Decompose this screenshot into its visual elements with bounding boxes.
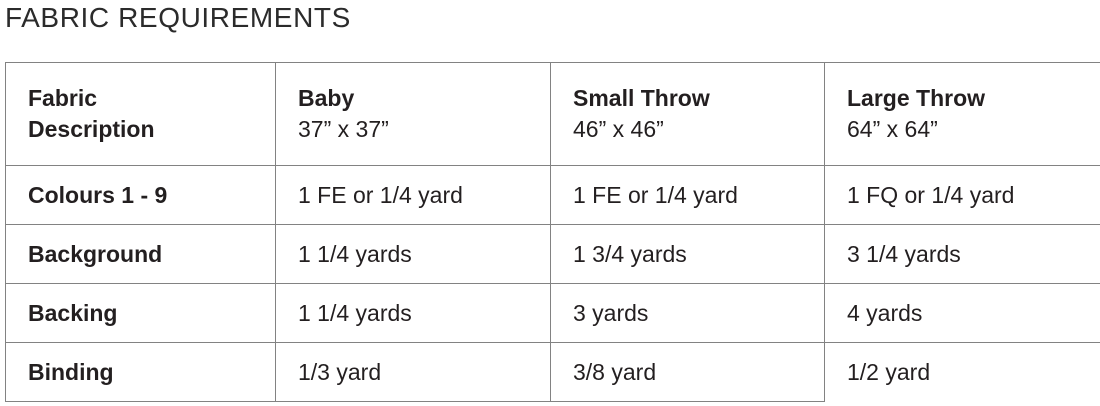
row-label: Colours 1 - 9 xyxy=(5,165,276,225)
header-title: Fabric xyxy=(28,85,98,111)
header-size: 37” x 37” xyxy=(298,116,389,142)
header-large-throw: Large Throw 64” x 64” xyxy=(824,62,1100,166)
row-label: Binding xyxy=(5,342,276,402)
page-title: FABRIC REQUIREMENTS xyxy=(5,2,351,33)
header-subtitle: Description xyxy=(28,116,155,142)
header-fabric-description: Fabric Description xyxy=(5,62,276,166)
table-cell: 1/2 yard xyxy=(824,342,1100,402)
row-label: Backing xyxy=(5,283,276,343)
table-cell: 3 yards xyxy=(550,283,825,343)
table-cell: 1 1/4 yards xyxy=(275,224,551,284)
row-label: Background xyxy=(5,224,276,284)
header-baby: Baby 37” x 37” xyxy=(275,62,551,166)
table-cell: 3 1/4 yards xyxy=(824,224,1100,284)
table-cell: 1 FE or 1/4 yard xyxy=(275,165,551,225)
table-cell: 4 yards xyxy=(824,283,1100,343)
table-row-binding: Binding 1/3 yard 3/8 yard 1/2 yard xyxy=(5,342,1100,402)
table-cell: 1 FQ or 1/4 yard xyxy=(824,165,1100,225)
header-size: 64” x 64” xyxy=(847,116,938,142)
table-cell: 3/8 yard xyxy=(550,342,825,402)
table-row-colours: Colours 1 - 9 1 FE or 1/4 yard 1 FE or 1… xyxy=(5,165,1100,225)
table-cell: 1 1/4 yards xyxy=(275,283,551,343)
table-cell: 1 3/4 yards xyxy=(550,224,825,284)
table-row-background: Background 1 1/4 yards 1 3/4 yards 3 1/4… xyxy=(5,224,1100,284)
header-small-throw: Small Throw 46” x 46” xyxy=(550,62,825,166)
header-title: Large Throw xyxy=(847,85,986,111)
table-header-row: Fabric Description Baby 37” x 37” Small … xyxy=(5,62,1100,166)
header-size: 46” x 46” xyxy=(573,116,664,142)
fabric-requirements-table: Fabric Description Baby 37” x 37” Small … xyxy=(5,62,1100,402)
header-title: Baby xyxy=(298,85,355,111)
table-cell: 1/3 yard xyxy=(275,342,551,402)
table-cell: 1 FE or 1/4 yard xyxy=(550,165,825,225)
header-title: Small Throw xyxy=(573,85,710,111)
table-row-backing: Backing 1 1/4 yards 3 yards 4 yards xyxy=(5,283,1100,343)
